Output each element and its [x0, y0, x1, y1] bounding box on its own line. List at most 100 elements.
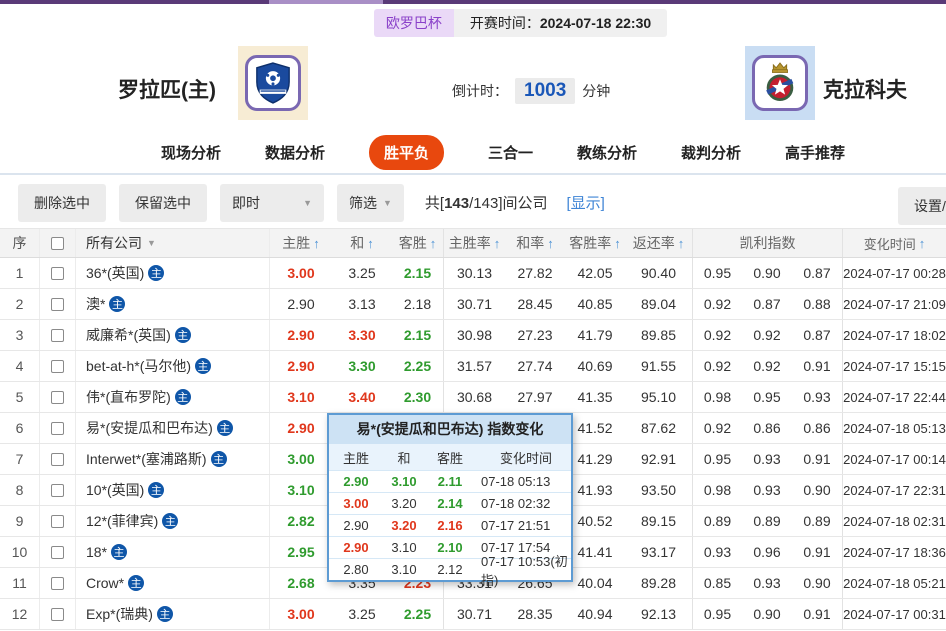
sort-asc-icon: ↑	[313, 235, 320, 251]
row-checkbox[interactable]	[51, 452, 64, 466]
company-cell[interactable]: 18* 主	[76, 537, 270, 567]
home-rate: 30.71	[443, 289, 505, 319]
company-cell[interactable]: Exp*(瑞典) 主	[76, 599, 270, 629]
popup-row: 2.90 3.10 2.10 07-17 17:54	[329, 536, 571, 558]
header-company-label: 所有公司	[86, 235, 142, 251]
row-seq: 1	[0, 258, 40, 288]
popup-header-home: 主胜	[342, 450, 369, 466]
company-tag-icon: 主	[216, 420, 233, 436]
header-home-rate[interactable]: 主胜率 ↑	[443, 229, 505, 257]
filter-select[interactable]: 筛选 ▼	[337, 183, 404, 222]
kelly-draw: 0.95	[753, 389, 781, 405]
away-odds: 2.15	[403, 327, 432, 343]
company-cell[interactable]: 易*(安提瓜和巴布达) 主	[76, 413, 270, 443]
company-cell[interactable]: Interwet*(塞浦路斯) 主	[76, 444, 270, 474]
company-cell[interactable]: 10*(英国) 主	[76, 475, 270, 505]
tab-教练分析[interactable]: 教练分析	[577, 144, 638, 162]
tab-数据分析[interactable]: 数据分析	[264, 144, 325, 162]
table-row[interactable]: 1 36*(英国) 主 3.00 3.25 2.15 30.13 27.82 42…	[0, 258, 946, 289]
company-cell[interactable]: 伟*(直布罗陀) 主	[76, 382, 270, 412]
settings-button[interactable]: 设置/选	[898, 187, 946, 225]
home-rate: 30.13	[443, 258, 505, 288]
header-away-odds[interactable]: 客胜 ↑	[398, 235, 437, 251]
popup-header: 主胜 和 客胜 变化时间	[329, 444, 571, 470]
row-checkbox[interactable]	[51, 483, 64, 497]
kelly-draw: 0.92	[753, 358, 781, 374]
kickoff-label: 开赛时间：	[469, 15, 540, 31]
home-rate: 31.57	[443, 351, 505, 381]
draw-rate: 28.35	[517, 606, 553, 622]
show-link[interactable]: [显示]	[566, 195, 605, 212]
kelly-away: 0.90	[803, 482, 831, 498]
popup-change-time: 07-18 05:13	[481, 474, 551, 489]
away-odds: 2.25	[403, 358, 432, 374]
change-time: 2024-07-17 00:14	[842, 444, 946, 474]
header-draw-odds[interactable]: 和 ↑	[350, 235, 374, 251]
company-name: 易*(安提瓜和巴布达)	[86, 420, 213, 436]
table-row[interactable]: 11 Crow* 主 2.68 3.35 2.23 33.31 26.65 40.…	[0, 568, 946, 599]
company-name: 伟*(直布罗陀)	[86, 389, 171, 405]
row-checkbox[interactable]	[51, 297, 64, 311]
company-tag-icon: 主	[174, 389, 191, 405]
away-crest-icon	[766, 62, 794, 102]
table-row[interactable]: 12 Exp*(瑞典) 主 3.00 3.25 2.25 30.71 28.35 …	[0, 599, 946, 630]
countdown-unit: 分钟	[582, 83, 611, 99]
row-checkbox[interactable]	[51, 607, 64, 621]
company-cell[interactable]: 澳* 主	[76, 289, 270, 319]
company-name: Crow*	[86, 575, 125, 591]
tab-三合一[interactable]: 三合一	[487, 144, 533, 162]
row-checkbox[interactable]	[51, 421, 64, 435]
row-checkbox[interactable]	[51, 266, 64, 280]
popup-draw-odds: 3.20	[391, 496, 417, 511]
table-row[interactable]: 4 bet-at-h*(马尔他) 主 2.90 3.30 2.25 31.57 2…	[0, 351, 946, 382]
row-checkbox[interactable]	[51, 359, 64, 373]
home-rate: 30.71	[443, 599, 505, 629]
row-checkbox[interactable]	[51, 328, 64, 342]
draw-odds: 3.30	[348, 327, 376, 343]
header-company[interactable]: 所有公司 ▼	[76, 229, 270, 257]
popup-away-odds: 2.12	[437, 562, 463, 577]
tab-裁判分析[interactable]: 裁判分析	[681, 144, 742, 162]
table-row[interactable]: 5 伟*(直布罗陀) 主 3.10 3.40 2.30 30.68 27.97 4…	[0, 382, 946, 413]
header-draw-rate[interactable]: 和率 ↑	[516, 235, 554, 251]
select-all-checkbox[interactable]	[51, 236, 64, 250]
tab-高手推荐[interactable]: 高手推荐	[785, 144, 846, 162]
table-row[interactable]: 3 威廉希*(英国) 主 2.90 3.30 2.15 30.98 27.23 4…	[0, 320, 946, 351]
company-cell[interactable]: 12*(菲律宾) 主	[76, 506, 270, 536]
delete-selected-button[interactable]: 删除选中	[18, 183, 106, 222]
sort-asc-icon: ↑	[918, 235, 926, 251]
away-rate: 40.52	[577, 513, 613, 529]
header-change-time[interactable]: 变化时间 ↑	[842, 229, 946, 257]
header-home-odds[interactable]: 主胜 ↑	[282, 235, 320, 251]
header-away-rate[interactable]: 客胜率 ↑	[569, 235, 621, 251]
row-checkbox[interactable]	[51, 514, 64, 528]
kelly-home: 0.89	[692, 506, 742, 536]
header-return-rate[interactable]: 返还率 ↑	[632, 235, 685, 251]
tab-胜平负[interactable]: 胜平负	[368, 134, 444, 170]
keep-selected-button[interactable]: 保留选中	[119, 183, 207, 222]
header-kelly: 凯利指数	[692, 229, 842, 257]
company-cell[interactable]: 36*(英国) 主	[76, 258, 270, 288]
table-row[interactable]: 2 澳* 主 2.90 3.13 2.18 30.71 28.45 40.85 8…	[0, 289, 946, 320]
popup-home-odds: 2.90	[343, 540, 369, 555]
table-body: 1 36*(英国) 主 3.00 3.25 2.15 30.13 27.82 42…	[0, 258, 946, 630]
company-cell[interactable]: Crow* 主	[76, 568, 270, 598]
kelly-away: 0.87	[803, 265, 831, 281]
chevron-down-icon: ▼	[303, 197, 312, 208]
popup-away-odds: 2.14	[437, 496, 463, 511]
time-mode-select[interactable]: 即时 ▼	[220, 183, 324, 222]
kelly-home: 0.95	[692, 599, 742, 629]
row-checkbox[interactable]	[51, 576, 64, 590]
row-checkbox[interactable]	[51, 545, 64, 559]
tab-现场分析[interactable]: 现场分析	[160, 144, 221, 162]
draw-odds: 3.25	[348, 606, 376, 622]
count-rest: /143]间公司	[469, 195, 548, 212]
return-rate: 93.50	[640, 482, 677, 498]
home-shield-icon	[256, 62, 290, 104]
filter-value: 筛选	[349, 194, 377, 211]
popup-change-time: 07-17 17:54	[481, 540, 551, 555]
row-checkbox[interactable]	[51, 390, 64, 404]
company-cell[interactable]: 威廉希*(英国) 主	[76, 320, 270, 350]
draw-odds: 3.30	[348, 358, 376, 374]
company-cell[interactable]: bet-at-h*(马尔他) 主	[76, 351, 270, 381]
